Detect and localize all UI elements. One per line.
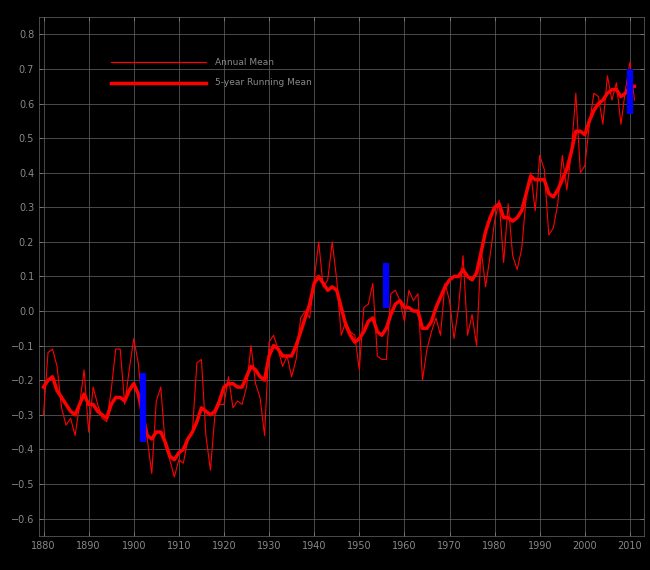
Text: Annual Mean: Annual Mean: [215, 58, 274, 67]
Text: 5-year Running Mean: 5-year Running Mean: [215, 78, 312, 87]
